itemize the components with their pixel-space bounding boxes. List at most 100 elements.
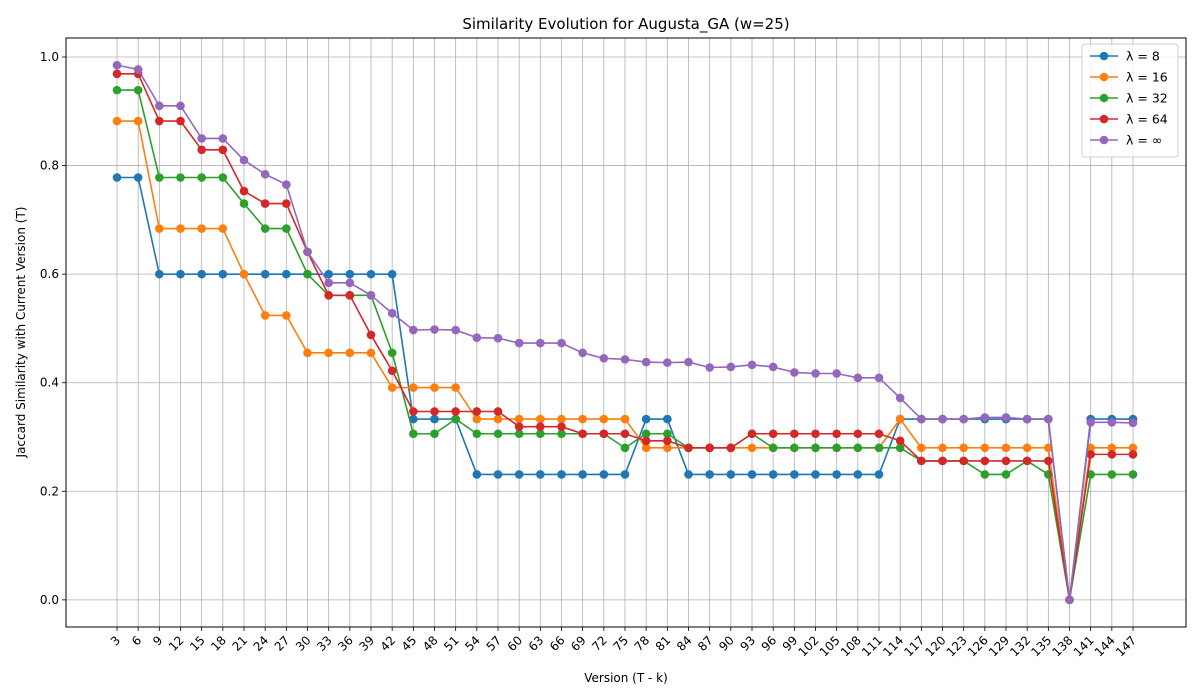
- data-point: [1107, 470, 1117, 479]
- legend-label: λ = 8: [1126, 49, 1160, 64]
- data-point: [832, 443, 841, 453]
- data-point: [853, 470, 863, 479]
- data-point: [557, 422, 566, 431]
- data-point: [938, 414, 947, 424]
- data-point: [366, 269, 376, 279]
- grid-lines: [66, 38, 1186, 627]
- data-point: [155, 116, 164, 126]
- data-point: [1128, 418, 1138, 428]
- data-point: [620, 429, 630, 439]
- data-point: [811, 443, 820, 453]
- y-axis-title: Jaccard Similarity with Current Version …: [14, 207, 28, 459]
- data-point: [536, 429, 545, 439]
- data-point: [853, 373, 863, 383]
- data-point: [133, 85, 143, 95]
- data-point: [239, 186, 249, 196]
- data-point: [1001, 443, 1011, 453]
- data-point: [641, 414, 651, 424]
- data-point: [155, 173, 164, 182]
- data-point: [324, 291, 333, 300]
- data-point: [768, 443, 778, 453]
- legend: λ = 8 λ = 16 λ = 32 λ = 64 λ = ∞: [1081, 43, 1179, 158]
- data-point: [663, 436, 672, 446]
- data-point: [176, 101, 185, 111]
- data-point: [536, 470, 545, 479]
- data-point: [514, 414, 524, 424]
- data-point: [980, 456, 990, 466]
- data-point: [938, 443, 947, 453]
- data-point: [557, 429, 566, 439]
- y-tick-label: 1.0: [40, 50, 59, 64]
- data-point: [282, 180, 291, 189]
- data-point: [620, 470, 630, 479]
- data-point: [811, 369, 820, 378]
- data-point: [578, 348, 587, 358]
- data-point: [536, 414, 545, 424]
- data-point: [430, 383, 439, 392]
- data-point: [599, 414, 609, 424]
- data-point: [790, 429, 799, 439]
- data-point: [663, 429, 672, 439]
- data-point: [853, 443, 863, 453]
- data-point: [959, 414, 968, 424]
- data-point: [155, 269, 164, 279]
- data-point: [345, 269, 355, 279]
- data-point: [895, 414, 905, 424]
- data-point: [747, 470, 757, 479]
- data-point: [260, 169, 270, 179]
- data-point: [387, 383, 397, 392]
- data-point: [366, 348, 376, 358]
- data-point: [536, 338, 545, 348]
- data-point: [197, 224, 206, 233]
- series-group: [112, 60, 1138, 605]
- data-point: [218, 269, 228, 279]
- data-point: [1086, 418, 1095, 427]
- data-point: [536, 422, 545, 431]
- data-point: [112, 85, 122, 95]
- y-tick-label: 0.0: [40, 593, 59, 607]
- data-point: [493, 414, 503, 424]
- data-point: [747, 429, 757, 439]
- data-point: [705, 363, 714, 372]
- data-point: [218, 145, 228, 155]
- y-tick-label: 0.8: [40, 159, 59, 173]
- data-point: [472, 407, 482, 416]
- data-point: [155, 224, 164, 233]
- data-point: [303, 247, 312, 257]
- data-point: [303, 348, 312, 358]
- data-point: [430, 429, 439, 439]
- y-tick-label: 0.2: [40, 484, 59, 498]
- data-point: [726, 443, 736, 453]
- data-point: [938, 456, 947, 466]
- data-point: [133, 116, 143, 126]
- data-point: [620, 414, 630, 424]
- data-point: [663, 358, 672, 367]
- data-point: [282, 199, 291, 208]
- data-point: [747, 360, 757, 370]
- data-point: [1128, 470, 1138, 479]
- data-point: [917, 414, 926, 424]
- data-point: [980, 413, 990, 422]
- data-point: [514, 470, 524, 479]
- data-point: [641, 357, 651, 367]
- data-point: [726, 470, 736, 479]
- data-point: [895, 393, 905, 403]
- data-point: [197, 145, 206, 155]
- data-point: [684, 357, 693, 367]
- data-point: [578, 414, 587, 424]
- data-point: [260, 224, 270, 233]
- data-point: [133, 65, 143, 74]
- data-point: [599, 470, 609, 479]
- data-point: [282, 311, 291, 320]
- data-point: [1107, 418, 1117, 427]
- data-point: [1022, 456, 1032, 466]
- data-point: [260, 199, 270, 208]
- data-point: [387, 348, 397, 358]
- data-point: [218, 134, 228, 143]
- data-point: [112, 116, 122, 126]
- data-point: [239, 269, 249, 279]
- data-point: [641, 436, 651, 446]
- data-point: [155, 101, 164, 111]
- data-point: [493, 429, 503, 439]
